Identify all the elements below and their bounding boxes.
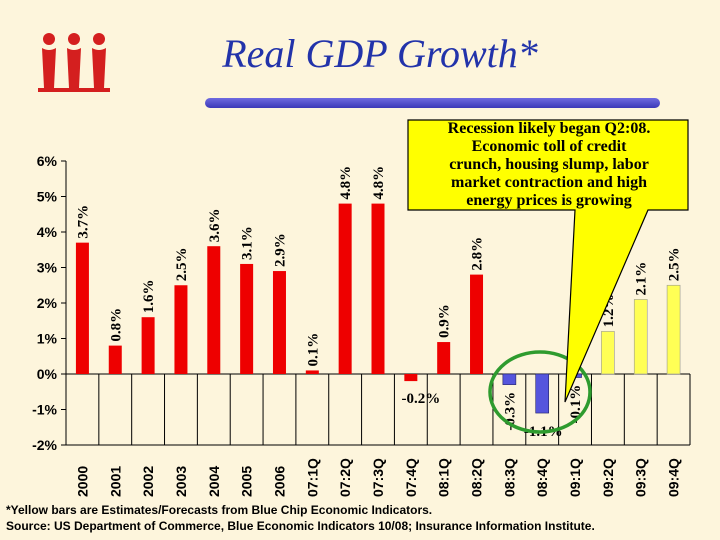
x-tick-label: 2005	[239, 466, 255, 497]
bar-07:1Q	[305, 370, 319, 374]
x-tick-label: 2006	[271, 466, 287, 497]
y-tick-label: -2%	[32, 437, 57, 453]
value-label: 4.8%	[338, 166, 354, 200]
title-underline-bar	[205, 98, 660, 108]
value-label: 2.1%	[634, 262, 650, 296]
callout-line: Economic toll of credit	[471, 138, 627, 155]
bar-08:1Q	[437, 342, 451, 374]
footnote-text: *Yellow bars are Estimates/Forecasts fro…	[6, 503, 433, 517]
x-tick-label: 2004	[206, 466, 222, 497]
x-tick-label: 09:2Q	[600, 458, 616, 497]
x-tick-label: 2001	[107, 466, 123, 497]
x-tick-label: 07:4Q	[403, 458, 419, 497]
bar-2003	[174, 285, 188, 374]
value-label: 0.1%	[305, 333, 321, 367]
footnote: *Yellow bars are Estimates/Forecasts fro…	[6, 502, 720, 534]
bar-08:2Q	[470, 274, 484, 374]
chart-axes: -2% -1% 0% 1% 2% 3% 4% 5% 6%	[32, 153, 691, 453]
page-title: Real GDP Growth*	[222, 31, 538, 76]
callout-line: energy prices is growing	[466, 192, 632, 209]
value-label: 3.1%	[240, 226, 256, 260]
callout-line: crunch, housing slump, labor	[449, 156, 649, 173]
bar-09:2Q	[601, 331, 615, 375]
y-tick-label: -1%	[32, 402, 57, 418]
callout-text: Recession likely began Q2:08. Economic t…	[410, 120, 688, 210]
bar-2001	[108, 345, 122, 374]
x-tick-label: 09:4Q	[666, 458, 682, 497]
bar-07:3Q	[371, 203, 385, 374]
y-tick-label: 5%	[37, 189, 58, 205]
bar-2006	[272, 271, 286, 374]
x-tick-label: 08:2Q	[469, 458, 485, 497]
y-tick-label: 0%	[37, 366, 58, 382]
x-tick-label: 2003	[173, 466, 189, 497]
recession-highlight-circle	[488, 350, 592, 434]
x-tick-label: 07:2Q	[337, 458, 353, 497]
value-label: 3.7%	[75, 205, 91, 239]
x-tick-label: 07:3Q	[370, 458, 386, 497]
bar-07:4Q	[404, 374, 418, 382]
bar-08:3Q	[502, 373, 517, 385]
callout-line: market contraction and high	[451, 174, 647, 191]
bar-09:3Q	[633, 299, 648, 375]
bar-2002	[141, 317, 155, 374]
value-label: 2.5%	[667, 248, 683, 282]
gdp-bar-chart: -2% -1% 0% 1% 2% 3% 4% 5% 6% 3.7% 0.8% 1.6% 2.5% 3.6…	[32, 119, 691, 497]
bar-09:4Q	[666, 284, 681, 375]
value-label: 0.8%	[108, 308, 124, 342]
value-label: 3.6%	[207, 208, 223, 242]
x-tick-label: 2000	[74, 466, 90, 497]
x-tick-label: 09:3Q	[633, 458, 649, 497]
source-text: Source: US Department of Commerce, Blue …	[6, 519, 595, 533]
x-tick-label: 07:1Q	[304, 458, 320, 497]
y-tick-label: 2%	[37, 295, 58, 311]
iii-logo-icon	[38, 33, 110, 92]
y-tick-label: 6%	[37, 153, 58, 169]
bar-08:4Q	[535, 373, 550, 414]
callout-line: Recession likely began Q2:08.	[447, 120, 651, 137]
bar-2004	[207, 246, 221, 374]
chart-value-labels: 3.7% 0.8% 1.6% 2.5% 3.6% 3.1% 2.9% 0.1% 4.8% 4.8%…	[75, 166, 682, 440]
x-tick-label: 08:3Q	[501, 458, 517, 497]
value-label: 2.5%	[174, 248, 190, 282]
value-label: 2.9%	[272, 233, 288, 267]
chart-bars	[75, 203, 681, 414]
value-label: 1.6%	[141, 279, 157, 313]
x-tick-label: 2002	[140, 466, 156, 497]
y-tick-label: 4%	[37, 224, 58, 240]
value-label: 4.8%	[371, 166, 387, 200]
x-tick-label: 08:4Q	[534, 458, 550, 497]
chart-category-labels: 2000 2001 2002 2003 2004 2005 2006 07:1Q 07:2Q 07…	[74, 458, 681, 497]
value-label: -0.2%	[401, 391, 440, 407]
value-label: 2.8%	[470, 237, 486, 271]
x-tick-label: 09:1Q	[567, 458, 583, 497]
bar-2000	[75, 242, 89, 374]
callout-box	[407, 119, 689, 403]
bar-07:2Q	[338, 203, 352, 374]
y-tick-label: 3%	[37, 260, 58, 276]
value-label: 0.9%	[437, 304, 453, 338]
bar-2005	[240, 263, 254, 374]
y-tick-label: 1%	[37, 331, 58, 347]
x-tick-label: 08:1Q	[436, 458, 452, 497]
